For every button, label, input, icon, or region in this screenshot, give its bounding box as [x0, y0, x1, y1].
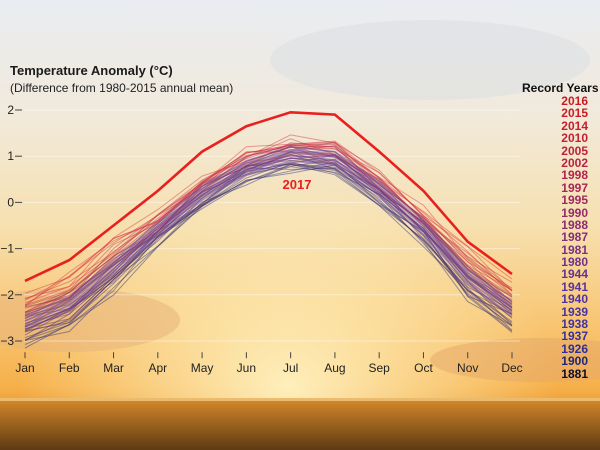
legend-year: 2002	[561, 155, 588, 170]
chart-title: Temperature Anomaly (°C)	[10, 63, 173, 78]
legend-year: 1981	[561, 242, 588, 257]
climatology-line	[24, 167, 513, 341]
legend-year: 1900	[561, 354, 588, 369]
y-tick-label: 0	[7, 195, 14, 209]
series-2017-line	[24, 110, 513, 283]
record-years-legend: 2016 2015 2014 2010 2005 2002 1998 1997 1995 1990…	[522, 95, 588, 380]
x-tick-label: Jun	[237, 361, 256, 375]
x-tick-label: Nov	[457, 361, 478, 375]
x-tick-label: Apr	[148, 361, 167, 375]
legend-year: 1937	[561, 329, 588, 344]
legend-year: 1926	[561, 341, 588, 356]
climatology-line	[24, 164, 513, 345]
legend-year: 1995	[561, 193, 588, 208]
climatology-line	[24, 163, 513, 339]
climatology-core-line	[24, 154, 513, 325]
x-tick-label: Mar	[103, 361, 124, 375]
y-tick-label: −3	[0, 334, 14, 348]
climatology-core-line	[24, 146, 513, 317]
chart-subtitle: (Difference from 1980-2015 annual mean)	[10, 81, 234, 95]
legend-year: 1938	[561, 317, 588, 332]
legend-year: 2005	[561, 143, 588, 158]
legend-year: 1997	[561, 180, 588, 195]
x-tick-label: Jan	[15, 361, 34, 375]
climatology-line	[24, 164, 513, 342]
legend-year: 1998	[561, 168, 588, 183]
x-tick-label: May	[191, 361, 214, 375]
climatology-line	[24, 138, 513, 300]
climatology-line	[24, 157, 513, 342]
legend-year: 2010	[561, 131, 588, 146]
legend-year: 1939	[561, 304, 588, 319]
x-tick-label: Aug	[324, 361, 345, 375]
y-tick-label: −2	[0, 288, 14, 302]
climatology-core-line	[24, 157, 513, 328]
legend-year: 1987	[561, 230, 588, 245]
legend-year: 1941	[561, 279, 588, 294]
legend-year: 1980	[561, 255, 588, 270]
x-tick-label: Feb	[59, 361, 80, 375]
climatology-core-line	[24, 159, 513, 331]
series-2017-label: 2017	[283, 177, 312, 192]
legend-year: 1881	[561, 366, 588, 381]
climatology-line	[24, 134, 513, 294]
y-tick-label: 2	[7, 103, 14, 117]
climatology-line	[24, 145, 513, 306]
legend-year: 1940	[561, 292, 588, 307]
climatology-line	[24, 144, 513, 313]
climatology-line	[24, 163, 513, 333]
legend-title: Record Years	[522, 81, 599, 95]
y-tick-label: 1	[7, 149, 14, 163]
legend-year: 1990	[561, 205, 588, 220]
climatology-core-line	[24, 148, 513, 320]
climatology-line	[24, 153, 513, 320]
x-tick-label: Sep	[369, 361, 391, 375]
legend-year: 2015	[561, 106, 588, 121]
x-tick-label: Jul	[283, 361, 298, 375]
legend-year: 2016	[561, 94, 588, 108]
climatology-line	[24, 141, 513, 306]
legend-year: 1988	[561, 217, 588, 232]
x-tick-label: Dec	[501, 361, 522, 375]
climatology-line	[24, 142, 513, 301]
climatology-line	[24, 140, 513, 307]
legend-year: 2014	[561, 118, 588, 133]
y-tick-label: −1	[0, 242, 14, 256]
x-tick-label: Oct	[414, 361, 433, 375]
legend-year: 1944	[561, 267, 588, 282]
climatology-line	[24, 141, 513, 299]
climatology-core-line	[24, 151, 513, 322]
